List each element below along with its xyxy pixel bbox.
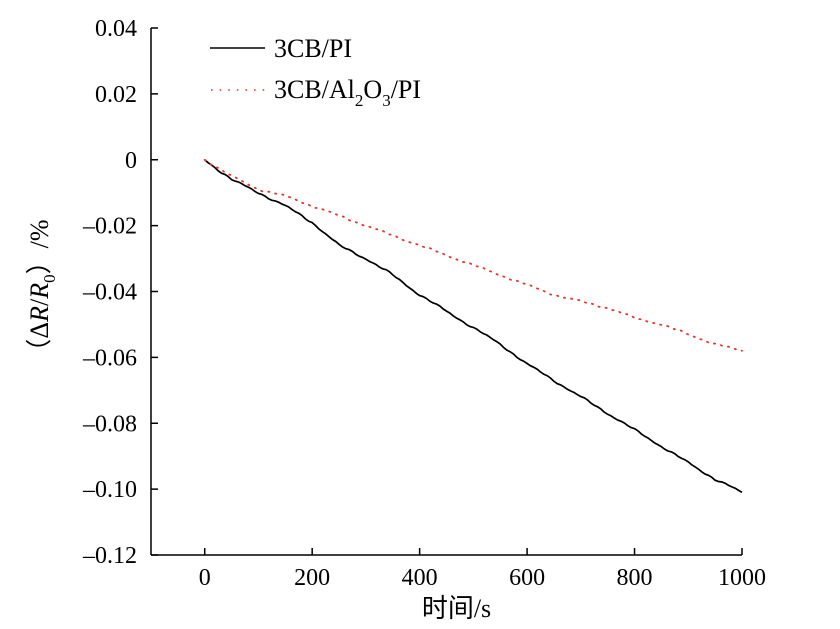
y-tick-label: –0.08: [82, 411, 137, 437]
x-tick-label: 800: [617, 565, 653, 591]
legend-subscript: 2: [355, 91, 364, 110]
y-label-part: ）: [25, 248, 54, 274]
x-axis-label: 时间/s: [422, 594, 491, 623]
y-label-part: （: [25, 339, 54, 365]
series-line-3cb-al2o3-pi: [203, 158, 743, 352]
series-layer: [203, 158, 743, 494]
y-tick-label: –0.06: [82, 345, 137, 371]
series-line-3cb-pi: [204, 159, 743, 494]
legend-label-3cb-pi: 3CB/PI: [274, 34, 352, 63]
y-label-part: /: [25, 298, 54, 306]
y-label-subscript: 0: [40, 274, 59, 283]
y-label-part: /%: [25, 219, 54, 248]
legend-part: /PI: [391, 75, 421, 104]
y-tick-label: 0.02: [95, 82, 137, 108]
x-tick-label: 400: [402, 565, 438, 591]
y-label-part: Δ: [25, 322, 54, 339]
y-tick-label: –0.10: [82, 477, 137, 503]
y-label-part: R: [25, 283, 54, 300]
x-axis-ticks: 0 200 400 600 800 1000: [199, 548, 766, 591]
x-tick-label: 0: [199, 565, 211, 591]
y-axis-ticks: 0.04 0.02 0 –0.02 –0.04 –0.06 –0.08 –0.10 –0.12: [82, 16, 158, 569]
legend-part: 3CB/Al: [274, 75, 355, 104]
y-tick-label: –0.12: [82, 543, 137, 569]
y-tick-label: –0.04: [82, 280, 137, 306]
y-tick-label: –0.02: [82, 214, 137, 240]
legend: 3CB/PI 3CB/Al2O3/PI: [210, 34, 421, 110]
y-tick-label: 0: [125, 148, 137, 174]
y-tick-label: 0.04: [95, 16, 137, 42]
legend-subscript: 3: [382, 91, 391, 110]
x-tick-label: 200: [294, 565, 330, 591]
legend-part: O: [363, 75, 382, 104]
legend-label-3cb-al2o3-pi: 3CB/Al2O3/PI: [274, 75, 421, 110]
x-tick-label: 1000: [718, 565, 766, 591]
x-tick-label: 600: [509, 565, 545, 591]
y-label-part: R: [25, 306, 54, 323]
y-axis-label: （ΔR/R0）/%: [25, 219, 59, 364]
